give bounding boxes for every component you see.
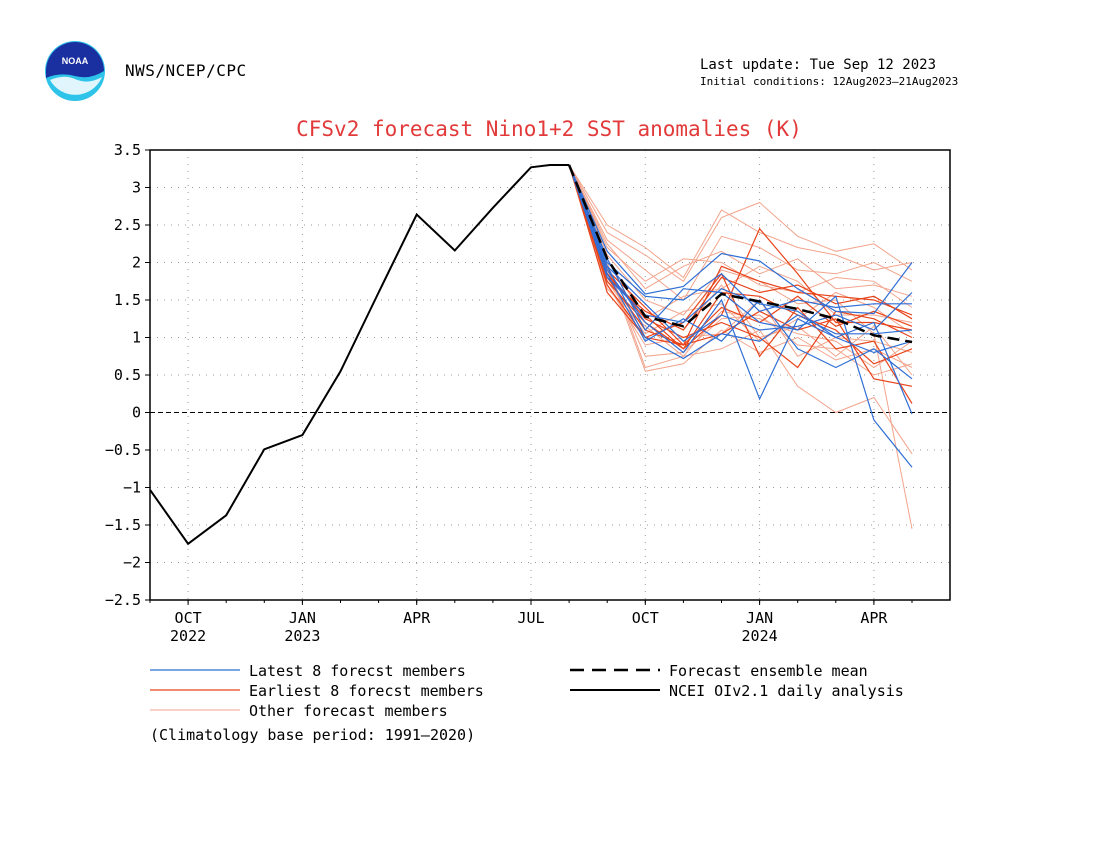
latest-member-line bbox=[568, 164, 913, 360]
main-lines bbox=[149, 164, 913, 546]
legend-label-latest: Latest 8 forecst members bbox=[249, 662, 466, 680]
other-member-line bbox=[568, 164, 913, 283]
forecast-members bbox=[568, 164, 913, 529]
x-tick-label: APR bbox=[860, 609, 888, 627]
earliest-member-line bbox=[568, 164, 913, 346]
x-tick-year-label: 2024 bbox=[742, 627, 778, 645]
latest-member-line bbox=[568, 164, 913, 415]
chart-title: CFSv2 forecast Nino1+2 SST anomalies (K) bbox=[296, 117, 802, 141]
legend-label-observed: NCEI OIv2.1 daily analysis bbox=[669, 682, 904, 700]
other-member-line bbox=[568, 164, 913, 455]
y-tick-label: 2.5 bbox=[114, 216, 141, 234]
y-tick-label: 1.5 bbox=[114, 291, 141, 309]
earliest-member-line bbox=[568, 164, 913, 346]
other-member-line bbox=[568, 164, 913, 279]
other-member-line bbox=[568, 164, 913, 297]
x-tick-label: APR bbox=[403, 609, 431, 627]
y-tick-label: −1.5 bbox=[105, 516, 141, 534]
latest-member-line bbox=[568, 164, 913, 315]
grid-lines bbox=[150, 150, 950, 600]
y-tick-label: −1 bbox=[123, 479, 141, 497]
legend-label-earliest: Earliest 8 forecst members bbox=[249, 682, 484, 700]
last-update: Last update: Tue Sep 12 2023 bbox=[700, 57, 937, 73]
y-tick-label: 3 bbox=[132, 179, 141, 197]
y-tick-label: −0.5 bbox=[105, 441, 141, 459]
latest-member-line bbox=[568, 164, 913, 401]
x-tick-year-label: 2022 bbox=[170, 627, 206, 645]
noaa-logo: NOAA bbox=[44, 40, 106, 102]
x-tick-label: JAN bbox=[746, 609, 773, 627]
x-tick-label: JAN bbox=[289, 609, 316, 627]
x-tick-label: JUL bbox=[517, 609, 544, 627]
y-tick-label: 2 bbox=[132, 254, 141, 272]
climatology-note: (Climatology base period: 1991–2020) bbox=[150, 726, 476, 744]
legend: Latest 8 forecst members Earliest 8 forec… bbox=[150, 662, 904, 720]
observed-line bbox=[149, 164, 570, 546]
latest-member-line bbox=[568, 164, 913, 380]
y-tick-label: 1 bbox=[132, 329, 141, 347]
x-tick-year-label: 2023 bbox=[284, 627, 320, 645]
y-tick-label: −2 bbox=[123, 554, 141, 572]
y-tick-label: −2.5 bbox=[105, 591, 141, 609]
latest-member-line bbox=[568, 164, 912, 312]
other-member-line bbox=[568, 164, 913, 529]
y-tick-label: 0 bbox=[132, 404, 141, 422]
agency-label: NWS/NCEP/CPC bbox=[125, 61, 247, 80]
logo-text: NOAA bbox=[62, 56, 89, 66]
x-tick-label: OCT bbox=[632, 609, 659, 627]
other-member-line bbox=[568, 164, 913, 301]
axis-labels: 3.532.521.510.50−0.5−1−1.5−2−2.5OCT2022J… bbox=[105, 141, 913, 645]
latest-member-line bbox=[568, 164, 913, 342]
legend-label-other: Other forecast members bbox=[249, 702, 448, 720]
x-tick-label: OCT bbox=[175, 609, 202, 627]
initial-conditions: Initial conditions: 12Aug2023–21Aug2023 bbox=[700, 75, 959, 88]
y-tick-label: 3.5 bbox=[114, 141, 141, 159]
y-tick-label: 0.5 bbox=[114, 366, 141, 384]
legend-label-mean: Forecast ensemble mean bbox=[669, 662, 868, 680]
ensemble-mean-line bbox=[567, 164, 913, 344]
